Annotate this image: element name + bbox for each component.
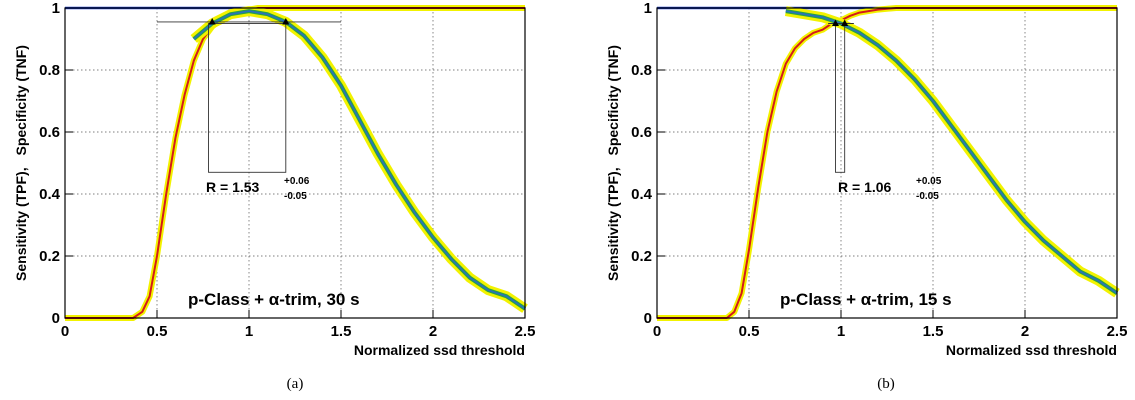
threshold-marker xyxy=(208,17,216,25)
ratio-text: R = 1.06 xyxy=(838,179,892,195)
y-axis-label-specificity: Specificity (TNF) xyxy=(605,45,621,155)
y-axis-label-sensitivity: Sensitivity (TPF), xyxy=(605,167,621,281)
x-tick-label: 0 xyxy=(653,323,661,340)
ratio-text: R = 1.53 xyxy=(206,179,260,195)
chart-annotation: p-Class + α-trim, 30 s xyxy=(188,290,360,309)
panel-caption: (a) xyxy=(287,376,304,392)
specificity-median-curve xyxy=(193,10,526,310)
threshold-overlays xyxy=(828,19,854,173)
ratio-label: R = 1.06 +0.05 -0.05 xyxy=(838,176,942,202)
x-tick-label: 2 xyxy=(429,323,437,340)
threshold-range-box xyxy=(208,23,287,173)
ratio-value: 1.53 xyxy=(232,179,259,195)
y-tick-label: 0.4 xyxy=(631,186,653,203)
ratio-value: 1.06 xyxy=(864,179,891,195)
threshold-range-box xyxy=(835,23,846,173)
y-tick-label: 1 xyxy=(52,0,60,17)
y-axis-label-sensitivity: Sensitivity (TPF), xyxy=(13,167,29,281)
x-tick-label: 1.5 xyxy=(331,323,352,340)
plot-area xyxy=(657,8,1117,318)
y-tick-label: 0.8 xyxy=(631,62,652,79)
threshold-marker xyxy=(841,19,849,26)
ratio-minus: -0.05 xyxy=(284,191,307,202)
chart-panel-b: 0 0.5 1 1.5 2 2.5 0 0.2 0.4 0.6 0.8 1 Normalized s… xyxy=(605,0,1127,392)
y-tick-labels: 0 0.2 0.4 0.6 0.8 1 xyxy=(631,0,653,327)
panel-caption: (b) xyxy=(877,376,895,392)
y-tick-label: 0.6 xyxy=(39,124,60,141)
y-tick-label: 0.2 xyxy=(631,248,652,265)
chart-panel-a: 0 0.5 1 1.5 2 2.5 0 0.2 0.4 0.6 0.8 1 Normalized s… xyxy=(13,0,535,392)
ratio-minus: -0.05 xyxy=(916,191,939,202)
ratio-prefix: R = xyxy=(838,179,864,195)
threshold-overlays xyxy=(157,17,341,173)
y-tick-labels: 0 0.2 0.4 0.6 0.8 1 xyxy=(39,0,61,327)
y-tick-label: 0 xyxy=(52,310,60,327)
ratio-plus: +0.05 xyxy=(916,176,942,187)
plot-area xyxy=(65,8,525,318)
x-tick-label: 2 xyxy=(1021,323,1029,340)
x-tick-label: 1 xyxy=(837,323,845,340)
x-axis-label: Normalized ssd threshold xyxy=(354,342,525,358)
x-tick-labels: 0 0.5 1 1.5 2 2.5 xyxy=(653,323,1128,340)
ratio-plus: +0.06 xyxy=(284,176,310,187)
threshold-marker xyxy=(282,17,290,25)
x-tick-label: 0.5 xyxy=(147,323,168,340)
x-tick-labels: 0 0.5 1 1.5 2 2.5 xyxy=(61,323,536,340)
chart-annotation: p-Class + α-trim, 15 s xyxy=(780,290,952,309)
y-tick-label: 0.4 xyxy=(39,186,61,203)
threshold-marker xyxy=(831,19,839,26)
x-tick-label: 0 xyxy=(61,323,69,340)
plot-frame xyxy=(656,7,1118,319)
ratio-label: R = 1.53 +0.06 -0.05 xyxy=(206,176,310,202)
y-axis-label-specificity: Specificity (TNF) xyxy=(13,45,29,155)
x-tick-label: 1.5 xyxy=(923,323,944,340)
y-tick-label: 0 xyxy=(644,310,652,327)
y-tick-label: 0.6 xyxy=(631,124,652,141)
x-tick-label: 0.5 xyxy=(739,323,760,340)
x-tick-label: 1 xyxy=(245,323,253,340)
x-axis-label: Normalized ssd threshold xyxy=(946,342,1117,358)
y-tick-label: 0.8 xyxy=(39,62,60,79)
x-tick-label: 2.5 xyxy=(1107,323,1128,340)
y-tick-label: 1 xyxy=(644,0,652,17)
y-axis-label: Sensitivity (TPF), Specificity (TNF) xyxy=(13,45,29,281)
ratio-prefix: R = xyxy=(206,179,232,195)
y-axis-label: Sensitivity (TPF), Specificity (TNF) xyxy=(605,45,621,281)
sensitivity-curve xyxy=(657,7,1117,319)
x-tick-label: 2.5 xyxy=(515,323,536,340)
y-tick-label: 0.2 xyxy=(39,248,60,265)
plot-frame xyxy=(64,7,526,319)
